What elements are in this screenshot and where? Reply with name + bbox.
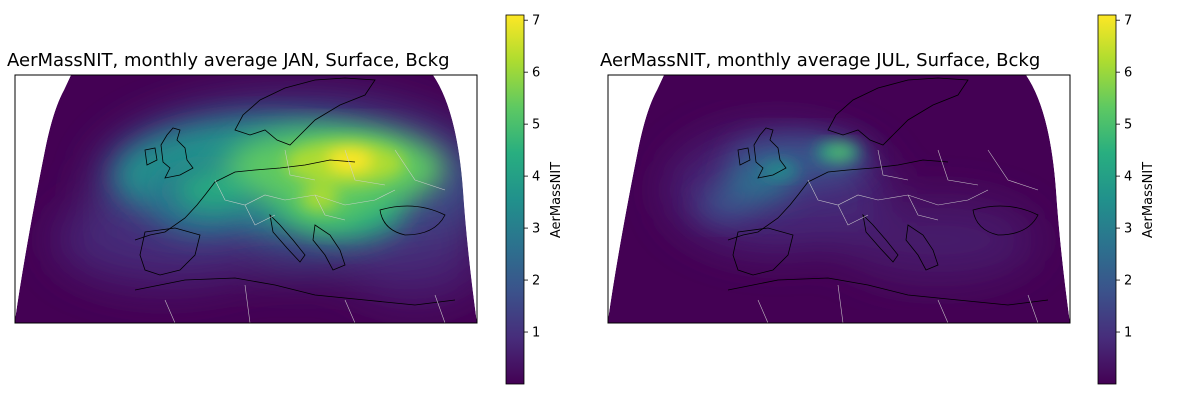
map-field-jan (15, 75, 477, 323)
colorbar-jan: 1 2 3 4 5 6 7 AerMassNIT (505, 14, 564, 385)
colorbar-jul: 1 2 3 4 5 6 7 AerMassNIT (1097, 14, 1156, 385)
borders-jan (164, 149, 446, 324)
colorbar-tick-label-jan-4: 4 (532, 170, 540, 185)
colorbar-gradient-jul (1097, 14, 1117, 385)
colorbar-tick-label-jan-6: 6 (532, 66, 540, 81)
colorbar-tick-label-jan-7: 7 (532, 14, 540, 29)
map-title-jan: AerMassNIT, monthly average JAN, Surface… (7, 50, 450, 71)
colorbar-tick-label-jul-6: 6 (1124, 66, 1132, 81)
colorbar-tick-label-jan-3: 3 (532, 222, 540, 237)
colorbar-tick-label-jul-3: 3 (1124, 222, 1132, 237)
map-field-jul (608, 75, 1070, 323)
field-jan-peak (285, 141, 405, 210)
colorbar-tick-label-jan-1: 1 (532, 326, 540, 341)
colorbar-tick-label-jul-2: 2 (1124, 274, 1132, 289)
colorbar-label-jul: AerMassNIT (1141, 162, 1156, 238)
map-frame-jul (607, 74, 1071, 324)
coastlines-jul (727, 77, 1049, 306)
colorbar-tick-label-jul-5: 5 (1124, 118, 1132, 133)
colorbar-tick-label-jul-7: 7 (1124, 14, 1132, 29)
colorbar-tick-label-jan-2: 2 (532, 274, 540, 289)
map-title-jul: AerMassNIT, monthly average JUL, Surface… (600, 50, 1041, 71)
colorbar-tick-label-jul-1: 1 (1124, 326, 1132, 341)
map-panel-jan (14, 74, 478, 324)
colorbar-tick-label-jul-4: 4 (1124, 170, 1132, 185)
colorbar-tick-label-jan-5: 5 (532, 118, 540, 133)
field-jul-high (762, 142, 860, 178)
borders-jul (757, 149, 1039, 324)
map-panel-jul (607, 74, 1071, 324)
map-frame-jan (14, 74, 478, 324)
colorbar-label-jan: AerMassNIT (549, 162, 564, 238)
coastlines-jan (134, 77, 456, 306)
colorbar-gradient-jan (505, 14, 525, 385)
